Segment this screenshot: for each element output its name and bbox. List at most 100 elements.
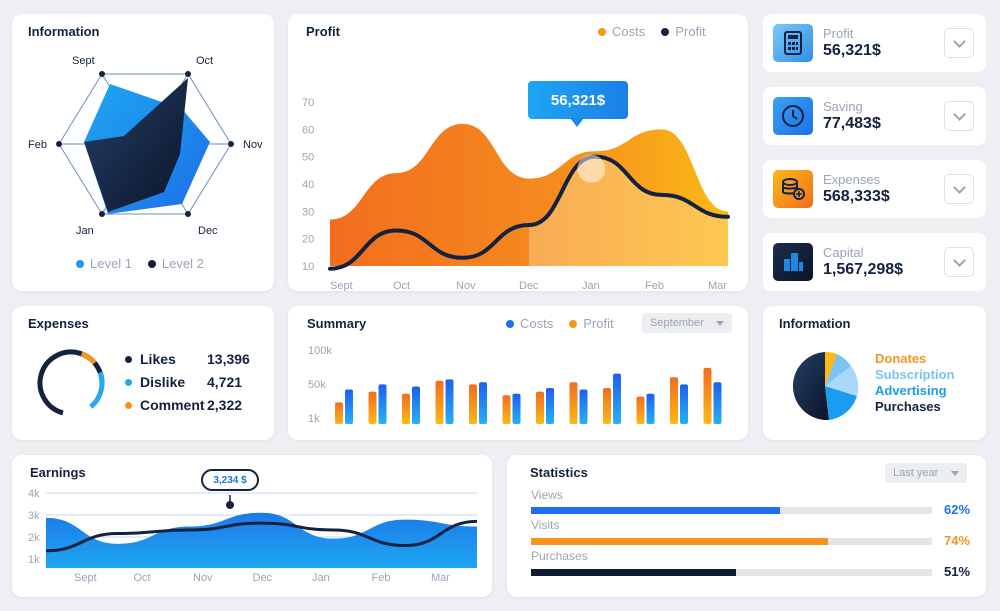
card-title: Information bbox=[779, 316, 851, 331]
x-tick-label: Nov bbox=[193, 572, 213, 584]
legend-item-level-1[interactable]: Level 1 bbox=[76, 256, 132, 271]
profit-chart-card: Profit Costs Profit 10 20 30 40 50 60 70 Sept O… bbox=[288, 14, 748, 291]
x-tick-label: Sept bbox=[74, 572, 97, 584]
stat-label: Profit bbox=[823, 26, 854, 41]
info-pie-chart bbox=[792, 351, 859, 421]
coins-icon bbox=[773, 170, 813, 208]
card-title: Summary bbox=[307, 316, 367, 331]
pie-label-subscription: Subscription bbox=[875, 367, 955, 382]
pie-label-purchases: Purchases bbox=[875, 399, 941, 414]
bar-profit[interactable] bbox=[569, 382, 578, 424]
bar-profit[interactable] bbox=[469, 384, 477, 424]
y-tick-label: 50 bbox=[302, 152, 314, 164]
information-radar-card: Information Sept Oct Nov Dec Jan Feb bbox=[12, 14, 274, 291]
bar-costs[interactable] bbox=[546, 388, 554, 424]
bar-costs[interactable] bbox=[479, 382, 487, 424]
radar-axis-label: Dec bbox=[198, 225, 218, 237]
stat-label: Expenses bbox=[823, 172, 881, 187]
expand-button[interactable] bbox=[944, 247, 974, 277]
stat-card-saving[interactable]: Saving 77,483$ bbox=[763, 87, 986, 145]
earnings-tooltip: 3,234 $ bbox=[201, 469, 259, 491]
expand-button[interactable] bbox=[944, 174, 974, 204]
bar-costs[interactable] bbox=[713, 382, 722, 424]
expand-button[interactable] bbox=[944, 101, 974, 131]
bar-profit[interactable] bbox=[670, 377, 678, 424]
earnings-marker[interactable] bbox=[226, 501, 234, 509]
dropdown-value: September bbox=[650, 317, 704, 329]
dropdown-value: Last year bbox=[893, 467, 939, 479]
bar-costs[interactable] bbox=[579, 389, 588, 424]
progress-track-views bbox=[531, 507, 932, 514]
y-tick-label: 3k bbox=[28, 510, 40, 522]
radar-axis-label: Feb bbox=[28, 139, 47, 151]
legend-item-profit[interactable]: Profit bbox=[569, 316, 614, 331]
profit-tooltip: 56,321$ bbox=[528, 81, 628, 119]
legend-item-level-2[interactable]: Level 2 bbox=[147, 256, 204, 271]
stat-value: 568,333$ bbox=[823, 188, 890, 205]
stat-card-profit[interactable]: Profit 56,321$ bbox=[763, 14, 986, 72]
progress-fill-purchases bbox=[531, 569, 736, 576]
statistics-period-dropdown[interactable]: Last year bbox=[885, 463, 967, 483]
summary-bar-chart: 100k 50k 1k bbox=[308, 345, 722, 425]
bar-costs[interactable] bbox=[412, 386, 420, 424]
y-tick-label: 4k bbox=[28, 488, 40, 500]
bar-profit[interactable] bbox=[603, 388, 611, 424]
y-tick-label: 30 bbox=[302, 206, 314, 218]
stat-value: 77,483$ bbox=[823, 115, 881, 132]
costs-area bbox=[330, 123, 728, 266]
stat-card-expenses[interactable]: Expenses 568,333$ bbox=[763, 160, 986, 218]
legend-item-profit[interactable]: Profit bbox=[661, 24, 706, 39]
x-tick-label: Oct bbox=[393, 280, 410, 291]
bar-profit[interactable] bbox=[636, 396, 645, 424]
bar-profit[interactable] bbox=[502, 395, 511, 424]
stat-pct-visits: 74% bbox=[944, 533, 971, 548]
bar-profit[interactable] bbox=[402, 393, 410, 424]
y-tick-label: 40 bbox=[302, 179, 314, 191]
info-pie-card: Information Donates Subscription Adverti… bbox=[763, 306, 986, 440]
bar-profit[interactable] bbox=[335, 402, 343, 424]
summary-month-dropdown[interactable]: September bbox=[642, 313, 732, 333]
expenses-ring-chart bbox=[37, 349, 105, 417]
calculator-icon bbox=[773, 24, 813, 62]
expenses-item-comment: Comment bbox=[125, 397, 205, 413]
pie-label-advertising: Advertising bbox=[875, 383, 947, 398]
radar-level-2 bbox=[84, 78, 188, 212]
bar-profit[interactable] bbox=[435, 380, 444, 424]
chevron-down-icon bbox=[952, 180, 966, 194]
expenses-value-comment: 2,322 bbox=[207, 397, 243, 413]
expenses-value-dislike: 4,721 bbox=[207, 374, 243, 390]
stat-card-capital[interactable]: Capital 1,567,298$ bbox=[763, 233, 986, 291]
bar-profit[interactable] bbox=[703, 367, 712, 424]
bar-costs[interactable] bbox=[345, 389, 353, 424]
bar-profit[interactable] bbox=[536, 391, 544, 424]
y-tick-label: 2k bbox=[28, 532, 40, 544]
expenses-item-likes: Likes bbox=[125, 351, 176, 367]
bar-costs[interactable] bbox=[680, 384, 688, 424]
bar-costs[interactable] bbox=[378, 384, 387, 424]
y-tick-label: 1k bbox=[308, 413, 320, 425]
building-icon bbox=[773, 243, 813, 281]
card-title: Earnings bbox=[30, 465, 86, 480]
legend-item-costs[interactable]: Costs bbox=[598, 24, 645, 39]
earnings-tooltip-value: 3,234 $ bbox=[213, 474, 247, 486]
x-tick-label: Jan bbox=[312, 572, 330, 584]
card-title: Profit bbox=[306, 24, 340, 39]
profit-marker[interactable] bbox=[577, 154, 606, 183]
progress-fill-views bbox=[531, 507, 780, 514]
expenses-card: Expenses Likes 13,396 Dislike 4,721 Comm… bbox=[12, 306, 274, 440]
pie-label-donates: Donates bbox=[875, 351, 927, 366]
card-title: Expenses bbox=[28, 316, 89, 331]
expand-button[interactable] bbox=[944, 28, 974, 58]
profit-line bbox=[328, 154, 730, 271]
bar-costs[interactable] bbox=[445, 379, 454, 424]
x-tick-label: Dec bbox=[519, 280, 539, 291]
bar-costs[interactable] bbox=[512, 393, 521, 424]
bar-costs[interactable] bbox=[646, 393, 655, 424]
radar-axis-label: Oct bbox=[196, 55, 213, 67]
clock-icon bbox=[773, 97, 813, 135]
earnings-area-chart: 4k 3k 2k 1k Sept Oct Nov Dec Jan Feb Mar bbox=[28, 488, 478, 584]
legend-item-costs[interactable]: Costs bbox=[506, 316, 553, 331]
bar-costs[interactable] bbox=[613, 373, 621, 424]
earnings-card: Earnings 4k 3k 2k 1k Sept Oct Nov Dec Jan Feb Mar… bbox=[12, 455, 492, 597]
bar-profit[interactable] bbox=[368, 391, 377, 424]
